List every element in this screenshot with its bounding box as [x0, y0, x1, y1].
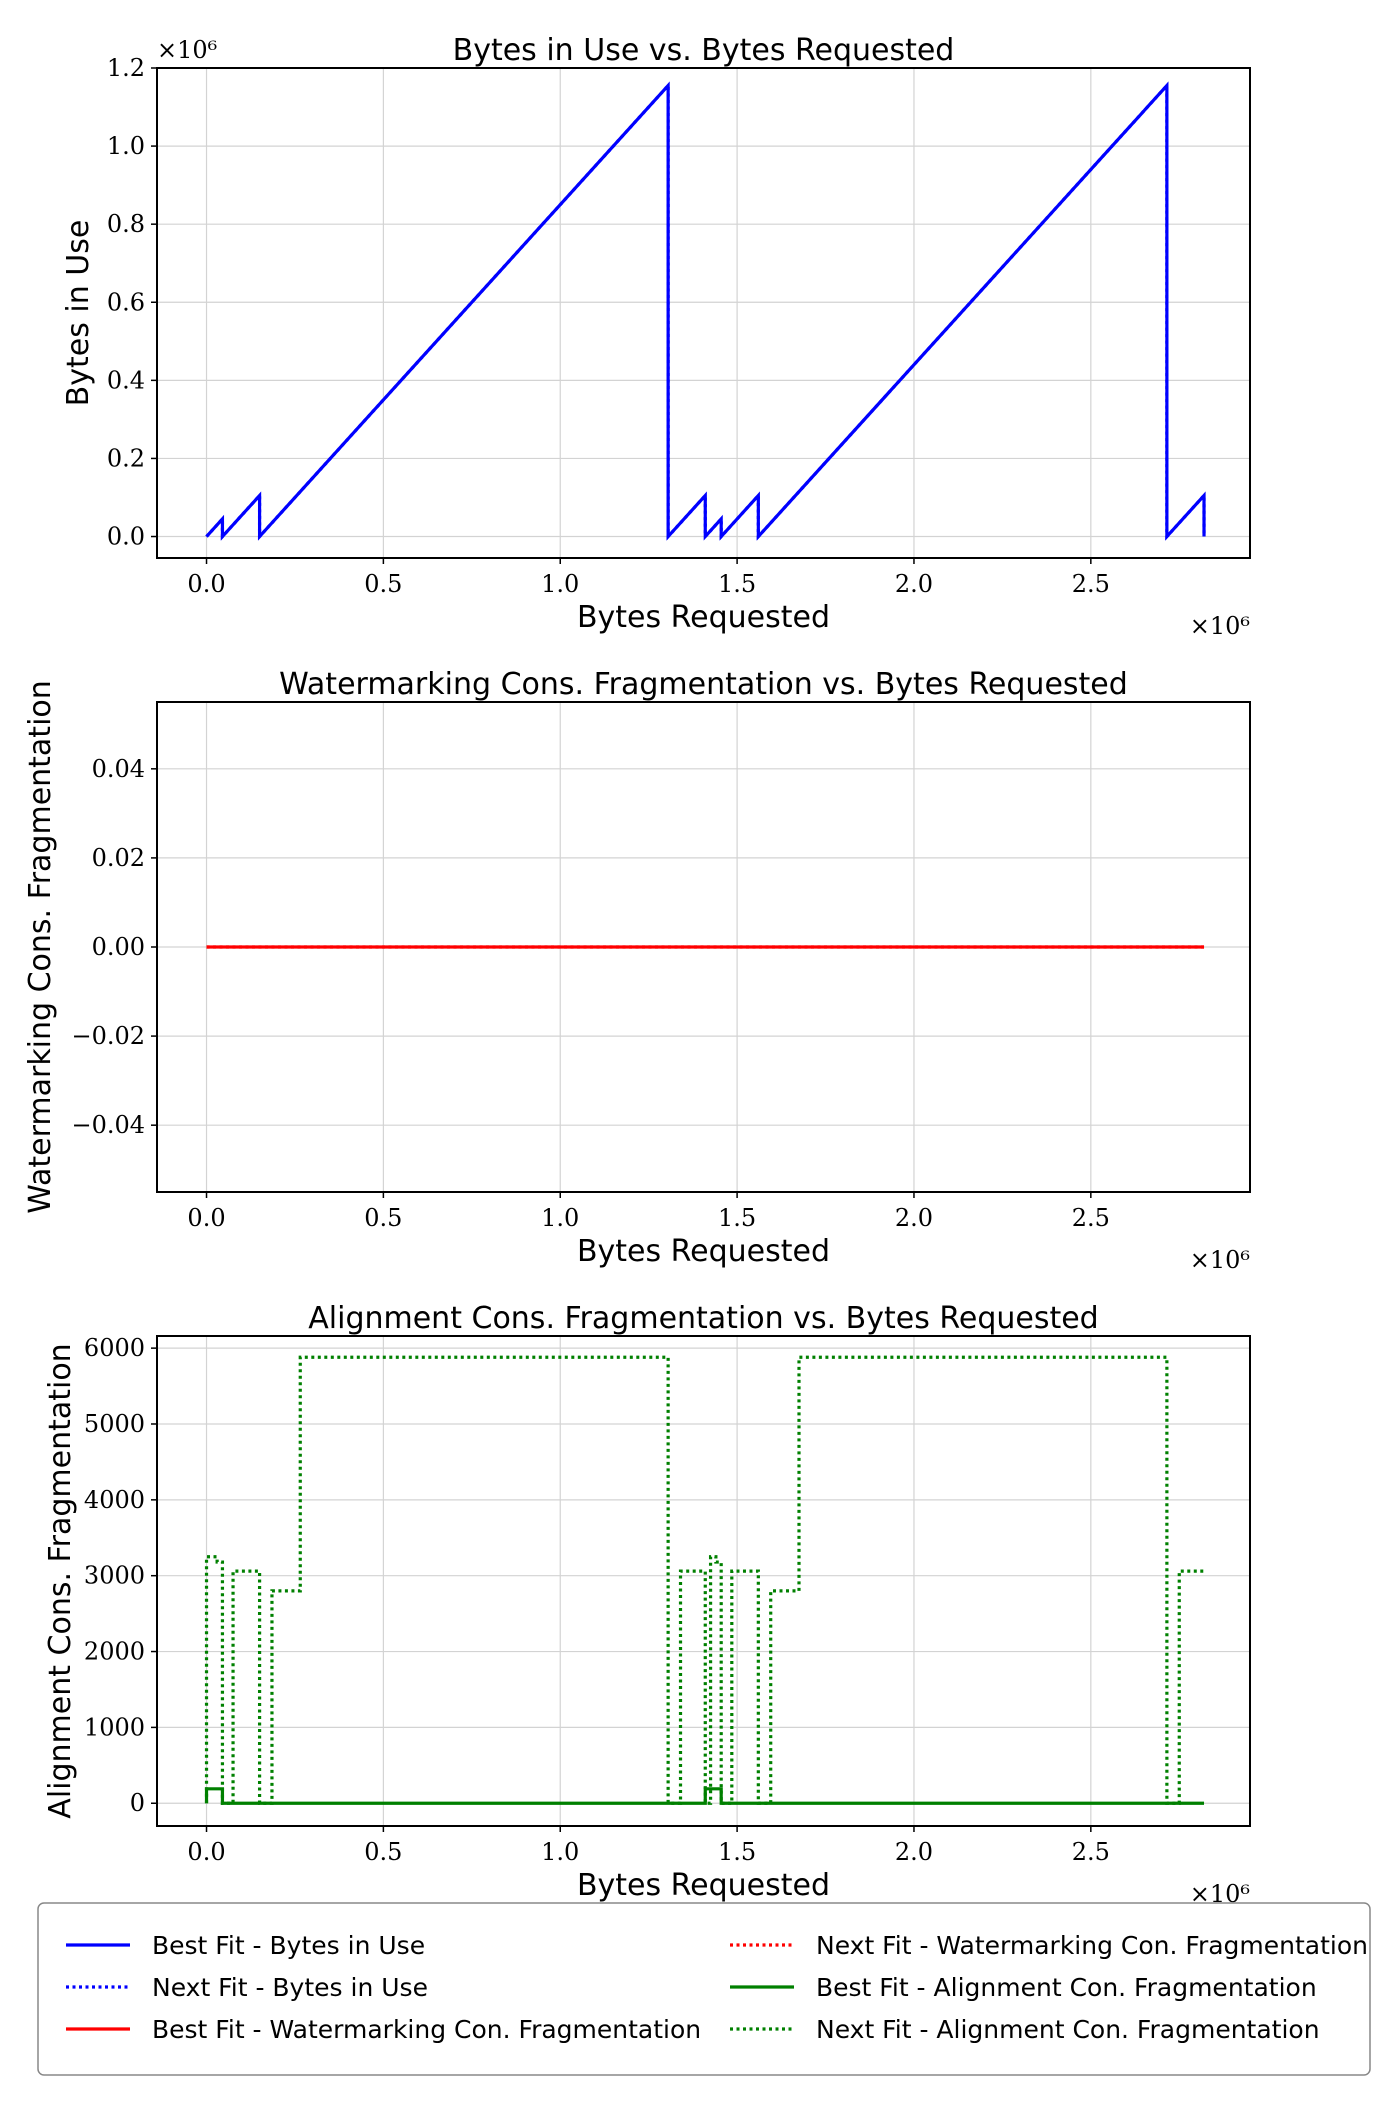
plot-frame — [156, 67, 1251, 559]
y-axis-label: Alignment Cons. Fragmentation — [43, 1343, 78, 1818]
legend-label: Next Fit - Alignment Con. Fragmentation — [816, 2015, 1320, 2044]
y-tick-label: 0.04 — [92, 755, 145, 783]
legend-item: Next Fit - Watermarking Con. Fragmentati… — [730, 1931, 1368, 1960]
x-tick-label: 2.5 — [1072, 1204, 1110, 1232]
y-tick-label: 6000 — [84, 1334, 145, 1362]
y-tick-label: 2000 — [84, 1638, 145, 1666]
x-tick-label: 2.5 — [1072, 1838, 1110, 1866]
x-axis-label: Bytes Requested — [577, 1234, 830, 1269]
x-axis-multiplier: ×10⁶ — [1190, 1246, 1250, 1274]
x-tick-label: 2.5 — [1072, 570, 1110, 598]
legend-label: Best Fit - Bytes in Use — [152, 1931, 425, 1960]
x-tick-label: 1.5 — [718, 1838, 756, 1866]
x-axis-multiplier: ×10⁶ — [1190, 612, 1250, 640]
y-tick-label: 1.2 — [107, 54, 145, 82]
y-axis-label: Bytes in Use — [61, 220, 96, 407]
y-tick-label: 0.00 — [92, 933, 145, 961]
y-tick-label: 0.6 — [107, 288, 145, 316]
y-tick-label: 0.2 — [107, 444, 145, 472]
x-tick-label: 1.0 — [541, 570, 579, 598]
y-tick-label: 3000 — [84, 1562, 145, 1590]
x-tick-label: 0.5 — [364, 1204, 402, 1232]
x-tick-label: 1.5 — [718, 1204, 756, 1232]
x-tick-label: 1.0 — [541, 1204, 579, 1232]
legend-item: Best Fit - Bytes in Use — [66, 1931, 425, 1960]
legend-label: Next Fit - Watermarking Con. Fragmentati… — [816, 1931, 1368, 1960]
x-tick-label: 0.0 — [187, 1838, 225, 1866]
y-axis-label: Watermarking Cons. Fragmentation — [23, 680, 58, 1214]
legend-label: Best Fit - Alignment Con. Fragmentation — [816, 1973, 1317, 2002]
x-tick-label: 1.5 — [718, 570, 756, 598]
panel-2: 0.0 0.5 1.0 1.5 2.0 2.5 −0.04 −0.02 0.00 0.02 0.04… — [23, 667, 1251, 1274]
legend-box — [37, 1902, 1371, 2076]
x-tick-label: 0.0 — [187, 1204, 225, 1232]
legend-item: Next Fit - Alignment Con. Fragmentation — [730, 2015, 1320, 2044]
panel-3: 0.0 0.5 1.0 1.5 2.0 2.5 0 1000 2000 3000 4000 5000 6… — [43, 1301, 1251, 1908]
x-tick-label: 0.5 — [364, 570, 402, 598]
legend: Best Fit - Bytes in Use Next Fit - Bytes … — [37, 1902, 1371, 2076]
legend-label: Best Fit - Watermarking Con. Fragmentati… — [152, 2015, 701, 2044]
legend-label: Next Fit - Bytes in Use — [152, 1973, 428, 2002]
y-tick-label: 0.4 — [107, 366, 145, 394]
panel-title: Alignment Cons. Fragmentation vs. Bytes … — [308, 1301, 1098, 1336]
legend-item: Next Fit - Bytes in Use — [66, 1973, 428, 2002]
x-tick-label: 0.5 — [364, 1838, 402, 1866]
x-tick-label: 1.0 — [541, 1838, 579, 1866]
panel-1: 0.0 0.5 1.0 1.5 2.0 2.5 0.0 0.2 0.4 0.6 0.8 1.0 1.2 B… — [61, 33, 1251, 640]
legend-item: Best Fit - Alignment Con. Fragmentation — [730, 1973, 1317, 2002]
panel-title: Bytes in Use vs. Bytes Requested — [453, 33, 955, 68]
x-tick-label: 0.0 — [187, 570, 225, 598]
x-axis-label: Bytes Requested — [577, 1868, 830, 1903]
x-axis-label: Bytes Requested — [577, 600, 830, 635]
x-tick-label: 2.0 — [895, 1204, 933, 1232]
y-axis-multiplier: ×10⁶ — [157, 36, 217, 64]
y-tick-label: 4000 — [84, 1486, 145, 1514]
y-tick-label: 1.0 — [107, 132, 145, 160]
y-tick-label: 1000 — [84, 1713, 145, 1741]
panel-title: Watermarking Cons. Fragmentation vs. Byt… — [279, 667, 1128, 702]
y-tick-label: 0.0 — [107, 523, 145, 551]
legend-item: Best Fit - Watermarking Con. Fragmentati… — [66, 2015, 701, 2044]
y-tick-label: 0.8 — [107, 210, 145, 238]
x-tick-label: 2.0 — [895, 1838, 933, 1866]
plot-frame — [156, 1335, 1251, 1827]
y-tick-label: 0.02 — [92, 844, 145, 872]
series-line-next-fit — [205, 81, 1206, 541]
y-tick-label: −0.02 — [71, 1022, 145, 1050]
y-tick-label: 5000 — [84, 1410, 145, 1438]
x-tick-label: 2.0 — [895, 570, 933, 598]
y-tick-label: −0.04 — [71, 1111, 145, 1139]
y-tick-label: 0 — [130, 1789, 145, 1817]
